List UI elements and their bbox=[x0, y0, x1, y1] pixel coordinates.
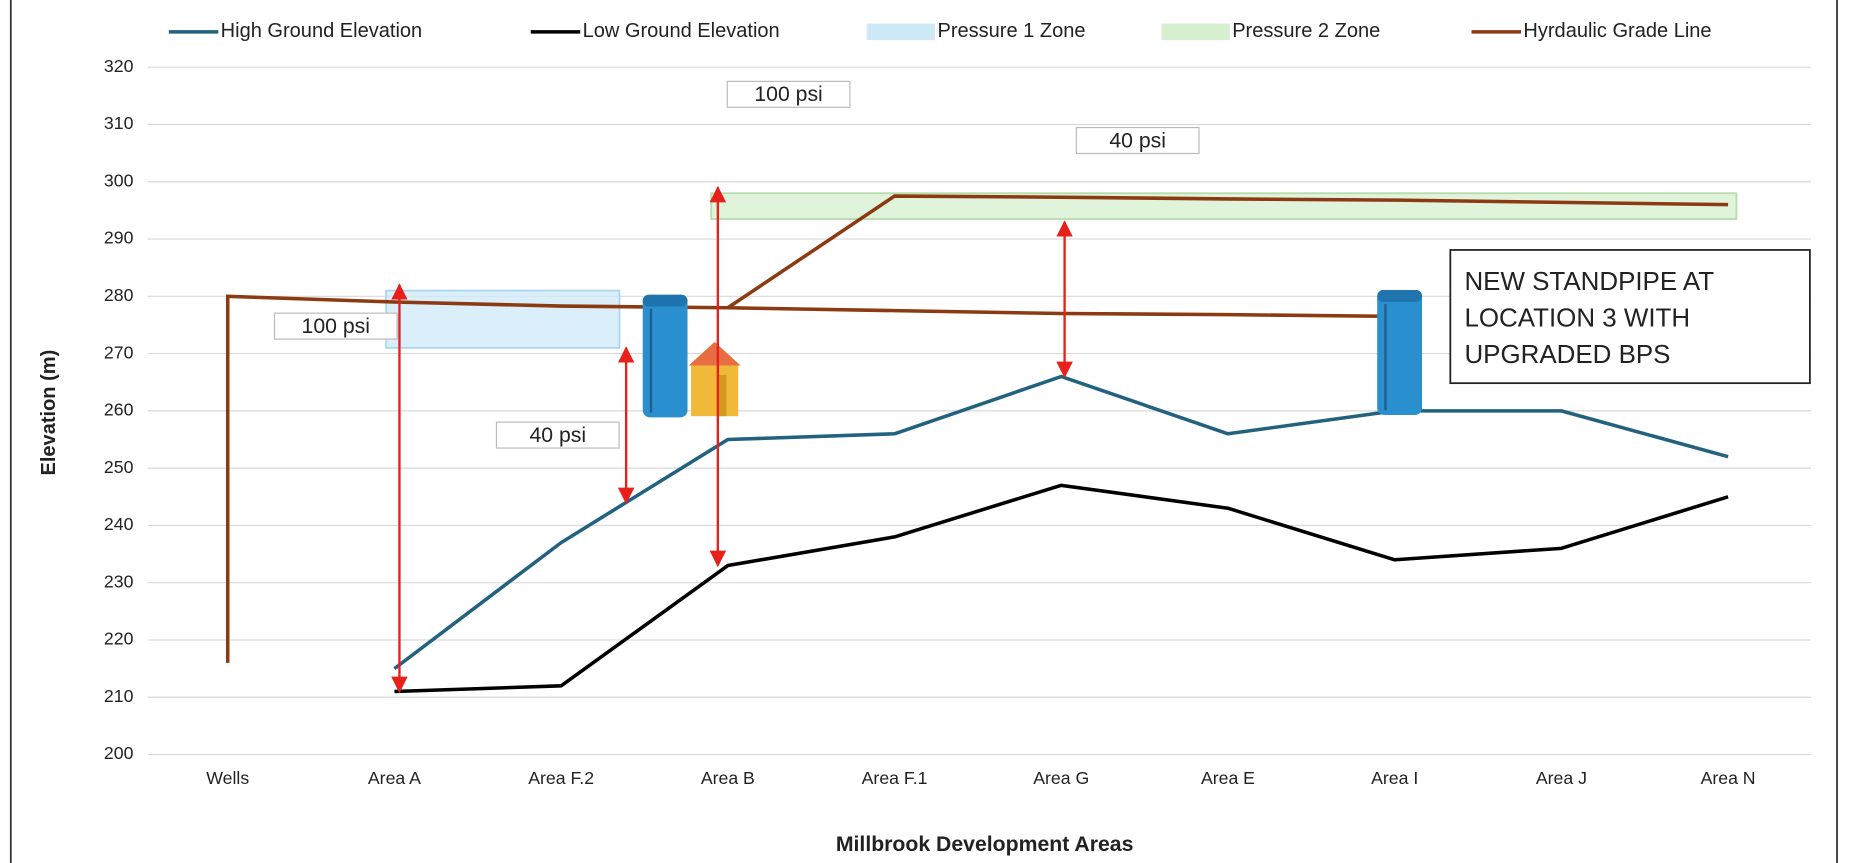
annotation-label: 40 psi bbox=[1109, 129, 1166, 152]
y-tick-label: 240 bbox=[104, 514, 134, 534]
y-tick-label: 250 bbox=[104, 457, 134, 477]
y-tick-label: 260 bbox=[104, 400, 134, 420]
note-text: NEW STANDPIPE AT bbox=[1464, 268, 1714, 296]
x-tick-label: Area B bbox=[701, 768, 755, 788]
frame bbox=[9, 0, 1838, 863]
y-tick-label: 280 bbox=[104, 285, 134, 305]
x-tick-label: Area J bbox=[1536, 768, 1587, 788]
note-text: UPGRADED BPS bbox=[1464, 341, 1670, 369]
x-tick-label: Area E bbox=[1201, 768, 1255, 788]
annotation-box bbox=[726, 80, 851, 108]
y-tick-label: 300 bbox=[104, 170, 134, 190]
y-tick-label: 220 bbox=[104, 629, 134, 649]
x-tick-label: Area N bbox=[1701, 768, 1756, 788]
legend-label: Pressure 2 Zone bbox=[1232, 20, 1380, 42]
annotation-label: 100 psi bbox=[302, 315, 370, 338]
note-box bbox=[1449, 249, 1811, 385]
annotation-box bbox=[273, 312, 398, 340]
legend-swatch bbox=[866, 23, 936, 41]
annotation-box bbox=[1075, 126, 1200, 155]
legend-swatch bbox=[1161, 23, 1230, 41]
x-tick-label: Area A bbox=[368, 768, 421, 788]
x-tick-label: Area G bbox=[1033, 768, 1089, 788]
standpipe-icon bbox=[1377, 290, 1423, 415]
y-tick-label: 310 bbox=[104, 113, 134, 133]
annotation-box bbox=[495, 421, 620, 449]
y-tick-label: 210 bbox=[104, 686, 134, 706]
annotation-label: 40 psi bbox=[529, 424, 586, 447]
standpipe-icon bbox=[642, 294, 688, 418]
x-tick-label: Area F.2 bbox=[528, 768, 594, 788]
y-tick-label: 230 bbox=[104, 571, 134, 591]
legend-label: Hyrdaulic Grade Line bbox=[1523, 20, 1711, 42]
hgl-line bbox=[726, 194, 1729, 310]
y-tick-label: 290 bbox=[104, 228, 134, 248]
x-tick-label: Area F.1 bbox=[862, 768, 928, 788]
x-axis-title: Millbrook Development Areas bbox=[836, 833, 1134, 856]
annotation-label: 100 psi bbox=[754, 83, 822, 106]
pressure-zone bbox=[385, 289, 621, 349]
series-line bbox=[393, 374, 1729, 671]
legend-label: Low Ground Elevation bbox=[583, 20, 780, 42]
legend-label: High Ground Elevation bbox=[221, 20, 423, 42]
note-text: LOCATION 3 WITH bbox=[1464, 304, 1690, 332]
legend-label: Pressure 1 Zone bbox=[937, 20, 1085, 42]
y-tick-label: 320 bbox=[104, 56, 134, 76]
series-line bbox=[394, 483, 1729, 694]
x-tick-label: Wells bbox=[206, 768, 249, 788]
y-tick-label: 200 bbox=[104, 743, 134, 763]
x-tick-label: Area I bbox=[1371, 768, 1418, 788]
y-axis-title: Elevation (m) bbox=[38, 350, 60, 476]
hgl-line bbox=[225, 294, 1395, 663]
y-tick-label: 270 bbox=[104, 342, 134, 362]
